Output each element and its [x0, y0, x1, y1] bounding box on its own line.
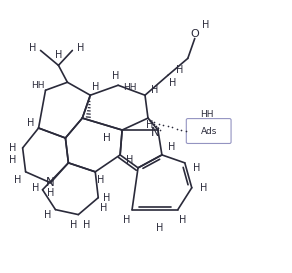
- Text: H: H: [151, 85, 159, 95]
- Text: H: H: [124, 215, 131, 225]
- Text: H: H: [202, 20, 209, 29]
- Text: H: H: [32, 183, 39, 193]
- Text: H: H: [103, 133, 111, 143]
- Text: N: N: [46, 176, 55, 189]
- Text: H: H: [112, 71, 120, 81]
- Text: H: H: [156, 222, 164, 233]
- Text: O: O: [190, 28, 199, 38]
- Text: H: H: [168, 142, 175, 152]
- Text: HH: HH: [31, 81, 44, 90]
- Text: H: H: [100, 203, 107, 213]
- Text: H: H: [126, 155, 134, 165]
- FancyBboxPatch shape: [186, 118, 231, 144]
- Text: H: H: [176, 65, 183, 75]
- Text: HH: HH: [200, 110, 213, 118]
- Text: H: H: [102, 193, 110, 203]
- Text: H: H: [179, 215, 187, 225]
- Text: Ads: Ads: [201, 126, 217, 135]
- Text: H: H: [97, 175, 104, 185]
- Text: HH: HH: [123, 83, 137, 92]
- Text: H: H: [47, 188, 54, 198]
- Text: H: H: [27, 118, 34, 128]
- Text: H: H: [29, 43, 36, 54]
- Text: H: H: [9, 155, 16, 165]
- Text: H: H: [70, 219, 77, 230]
- Text: H: H: [55, 51, 62, 60]
- Text: H: H: [9, 143, 16, 153]
- Text: H: H: [146, 120, 154, 130]
- Text: H: H: [14, 175, 21, 185]
- Text: H: H: [77, 43, 84, 54]
- Text: H: H: [169, 78, 177, 88]
- Text: H: H: [193, 163, 200, 173]
- Text: H: H: [44, 210, 51, 219]
- Text: N: N: [151, 126, 159, 138]
- Text: H: H: [92, 82, 99, 92]
- Text: H: H: [200, 183, 207, 193]
- Text: H: H: [83, 219, 90, 230]
